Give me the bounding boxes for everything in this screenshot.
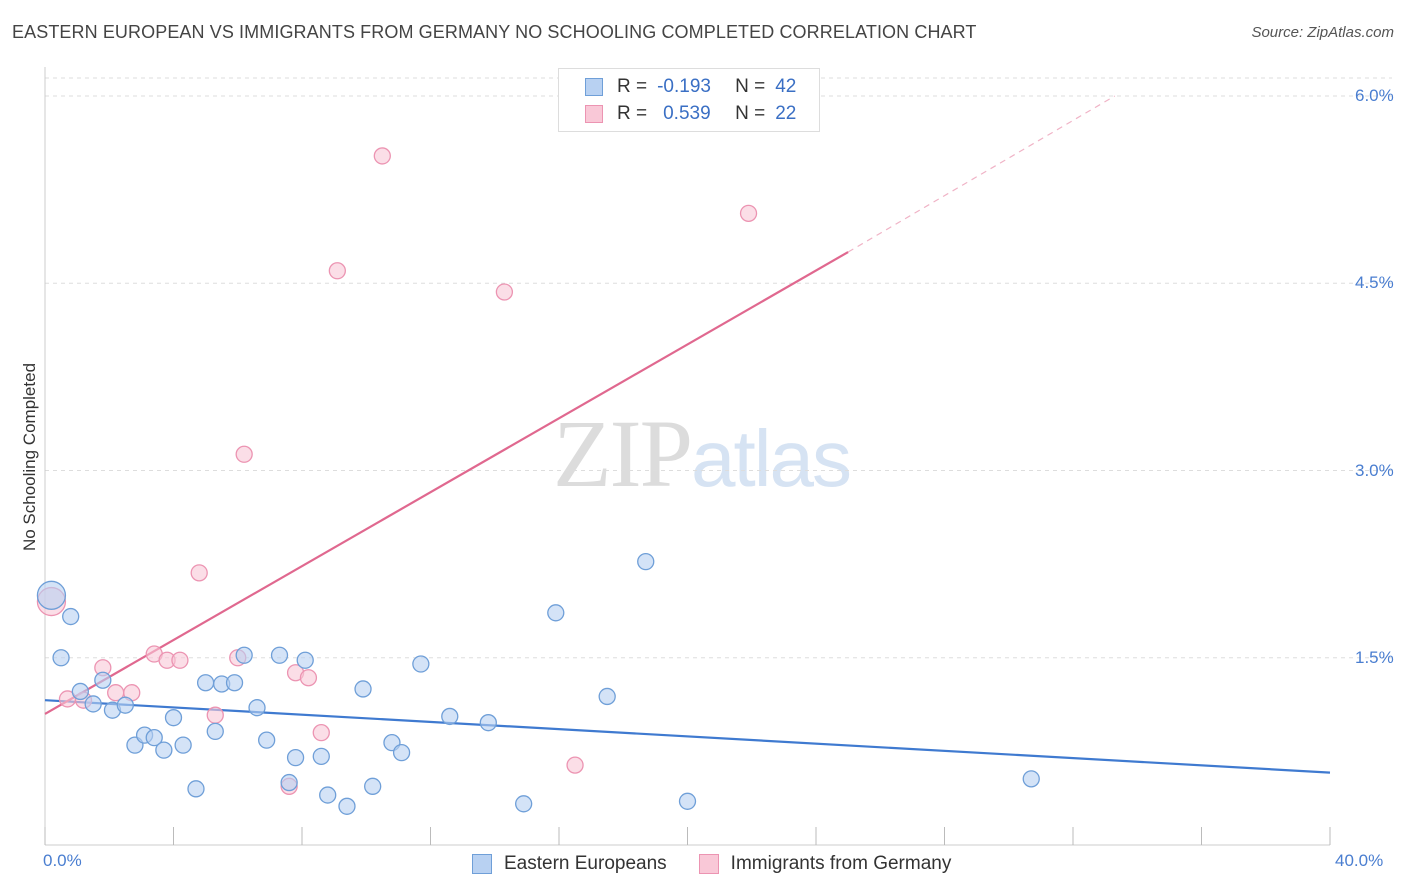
point-eastern-europeans — [678, 792, 697, 810]
point-eastern-europeans — [364, 777, 382, 795]
legend-row-eastern-europeans: R = -0.193 N = 42 — [559, 74, 796, 100]
chart-title: EASTERN EUROPEAN VS IMMIGRANTS FROM GERM… — [12, 22, 977, 42]
point-eastern-europeans — [174, 736, 192, 754]
y-tick-label: 3.0% — [1355, 460, 1394, 480]
point-immigrants-germany — [739, 204, 758, 222]
y-axis-title: No Schooling Completed — [20, 362, 39, 552]
point-eastern-europeans — [187, 780, 205, 798]
watermark: ZIPatlas — [553, 398, 852, 509]
x-tick-label-max: 40.0% — [1335, 851, 1384, 870]
point-eastern-europeans — [441, 707, 459, 726]
point-immigrants-germany — [299, 669, 318, 687]
point-eastern-europeans — [155, 741, 173, 759]
point-eastern-europeans — [84, 695, 102, 713]
point-eastern-europeans — [164, 709, 183, 727]
point-immigrants-germany — [190, 564, 208, 582]
series-label-immigrants-germany: Immigrants from Germany — [730, 853, 952, 874]
watermark-zip: ZIP — [553, 400, 693, 507]
point-eastern-europeans — [392, 743, 411, 762]
axes — [44, 67, 1331, 846]
y-tick-label: 6.0% — [1355, 86, 1394, 105]
point-eastern-europeans — [598, 687, 616, 706]
y-tick-label: 1.5% — [1355, 647, 1394, 667]
series-swatch-blue — [472, 854, 492, 874]
point-eastern-europeans — [94, 671, 112, 689]
point-eastern-europeans — [196, 674, 215, 692]
point-eastern-europeans — [479, 714, 497, 732]
point-eastern-europeans — [515, 795, 533, 813]
trend-line-eastern-europeans — [44, 699, 1331, 774]
point-immigrants-germany — [171, 651, 189, 669]
legend-n-value: 42 — [775, 76, 797, 97]
legend-n-label: N = — [735, 103, 766, 124]
legend-r-value: -0.193 — [657, 76, 711, 97]
point-eastern-europeans — [547, 604, 565, 622]
point-eastern-europeans — [248, 699, 266, 717]
point-eastern-europeans — [145, 728, 163, 747]
point-eastern-europeans — [225, 674, 244, 692]
source-label: Source: ZipAtlas.com — [1251, 24, 1394, 41]
data-points — [36, 147, 1040, 815]
series-label-eastern-europeans: Eastern Europeans — [504, 853, 667, 874]
point-eastern-europeans — [71, 682, 89, 701]
legend-n-label: N = — [735, 76, 766, 97]
legend-swatch-pink — [585, 105, 603, 123]
legend-swatch-blue — [585, 78, 603, 96]
grid-lines — [45, 77, 1392, 659]
legend-r-label: R = — [617, 103, 648, 124]
point-eastern-europeans — [206, 722, 224, 741]
legend-r-label: R = — [617, 76, 648, 97]
trend-line-immigrants-germany — [44, 251, 849, 715]
point-eastern-europeans — [338, 797, 356, 815]
point-immigrants-germany — [566, 756, 584, 774]
point-eastern-europeans — [235, 646, 253, 664]
legend-n-value: 22 — [775, 103, 797, 124]
point-eastern-europeans — [412, 655, 430, 673]
point-immigrants-germany — [328, 262, 346, 280]
point-eastern-europeans — [354, 680, 372, 698]
watermark-atlas: atlas — [691, 414, 852, 503]
point-eastern-europeans — [62, 607, 80, 626]
point-eastern-europeans — [270, 646, 289, 664]
point-eastern-europeans — [36, 580, 67, 610]
point-eastern-europeans — [286, 748, 305, 767]
point-immigrants-germany — [373, 147, 391, 165]
trend-lines — [44, 95, 1331, 774]
point-immigrants-germany — [312, 724, 330, 742]
point-eastern-europeans — [312, 747, 330, 766]
point-eastern-europeans — [637, 552, 655, 571]
point-eastern-europeans — [280, 773, 298, 792]
legend-r-value: 0.539 — [663, 103, 711, 124]
point-immigrants-germany — [235, 445, 253, 463]
point-eastern-europeans — [319, 786, 337, 804]
x-tick-label-min: 0.0% — [43, 851, 82, 870]
legend-row-immigrants-germany: R = 0.539 N = 22 — [559, 101, 796, 127]
point-eastern-europeans — [1022, 770, 1040, 788]
y-tick-label: 4.5% — [1355, 273, 1394, 293]
point-eastern-europeans — [116, 696, 134, 714]
series-legend: Eastern Europeans Immigrants from German… — [472, 853, 951, 875]
point-eastern-europeans — [52, 649, 70, 667]
point-eastern-europeans — [296, 651, 314, 669]
point-immigrants-germany — [495, 283, 514, 301]
point-eastern-europeans — [258, 731, 276, 749]
series-swatch-pink — [698, 854, 719, 874]
correlation-legend: R = -0.193 N = 42 R = 0.539 N = 22 — [558, 68, 820, 132]
trend-line-extension — [847, 95, 1116, 253]
point-immigrants-germany — [206, 706, 224, 724]
